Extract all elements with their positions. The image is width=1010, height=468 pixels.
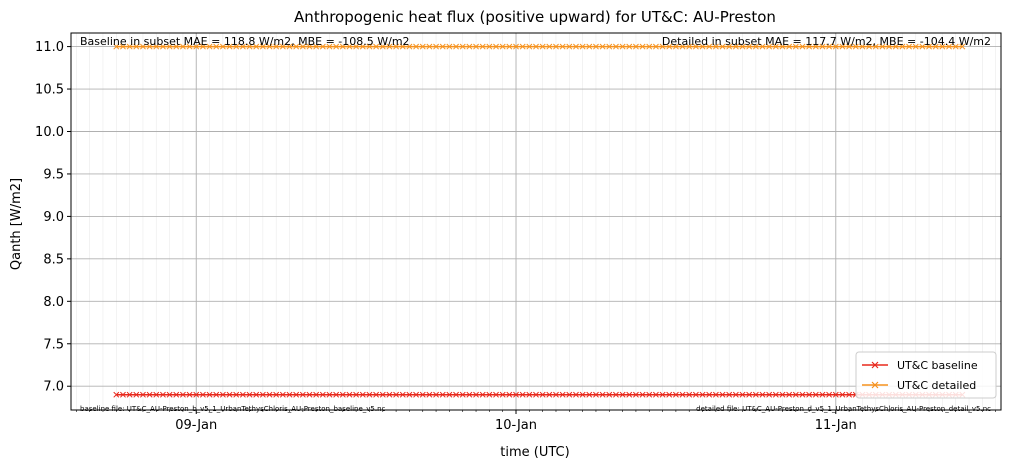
y-axis-label: Qanth [W/m2]	[9, 178, 24, 270]
y-tick-label: 7.0	[43, 380, 64, 395]
y-tick-label: 10.5	[35, 83, 64, 98]
chart-title: Anthropogenic heat flux (positive upward…	[294, 8, 776, 26]
detailed-stats-annotation: Detailed in subset MAE = 117.7 W/m2, MBE…	[662, 35, 991, 48]
y-tick-label: 11.0	[35, 40, 64, 55]
y-tick-label: 10.0	[35, 125, 64, 140]
x-axis-label: time (UTC)	[500, 445, 569, 460]
y-tick-label: 9.5	[43, 167, 64, 182]
x-tick-label: 10-Jan	[495, 418, 537, 433]
series-markers-1	[113, 43, 966, 50]
baseline-file-annotation: baseline file: UT&C_AU-Preston_b_v5_1_Ur…	[80, 405, 386, 413]
x-tick-label: 11-Jan	[815, 418, 857, 433]
baseline-stats-annotation: Baseline in subset MAE = 118.8 W/m2, MBE…	[80, 35, 410, 48]
legend-item-baseline: UT&C baseline	[862, 359, 978, 372]
y-tick-label: 7.5	[43, 337, 64, 352]
legend: UT&C baseline UT&C detailed	[855, 351, 997, 399]
x-axis-ticks: 09-Jan 10-Jan 11-Jan	[76, 410, 996, 433]
legend-marker-baseline	[871, 361, 879, 369]
series-layer	[113, 43, 966, 398]
plot-area-frame	[70, 32, 1002, 411]
legend-marker-detailed	[871, 381, 879, 389]
legend-box	[855, 351, 997, 399]
legend-item-detailed: UT&C detailed	[862, 379, 976, 392]
y-axis-ticks: 7.0 7.5 8.0 8.5 9.0 9.5 10.0 10.5 11.0	[35, 40, 71, 395]
y-tick-label: 9.0	[43, 210, 64, 225]
y-tick-label: 8.0	[43, 295, 64, 310]
x-tick-label: 09-Jan	[175, 418, 217, 433]
detailed-file-annotation: detailed file: UT&C_AU-Preston_d_v5_1_Ur…	[696, 405, 991, 413]
legend-label-detailed: UT&C detailed	[897, 379, 976, 392]
minor-grid	[76, 33, 996, 410]
legend-label-baseline: UT&C baseline	[897, 359, 978, 372]
y-tick-label: 8.5	[43, 252, 64, 267]
